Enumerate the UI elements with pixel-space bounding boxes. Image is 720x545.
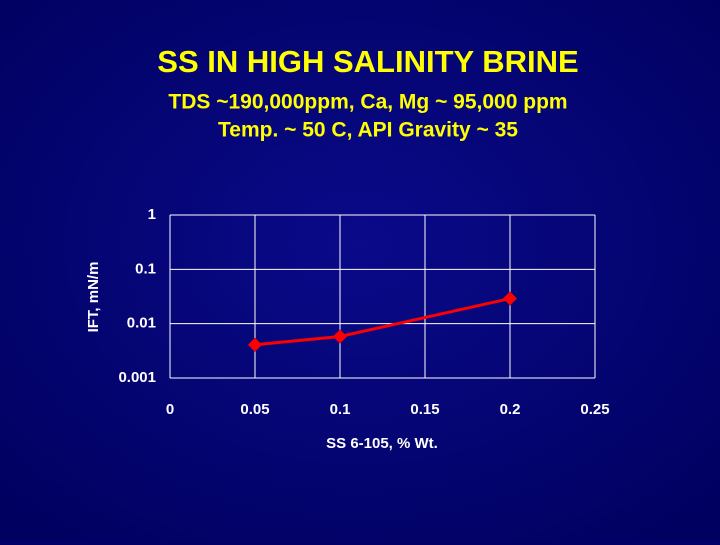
x-tick-label: 0.1	[330, 401, 351, 418]
y-tick-label: 0.01	[127, 315, 156, 332]
chart-title: SS IN HIGH SALINITY BRINE	[157, 44, 578, 79]
y-axis-label: IFT, mN/m	[85, 262, 102, 333]
data-point	[248, 337, 262, 352]
x-tick-label: 0.15	[410, 401, 439, 418]
x-tick-label: 0	[166, 401, 174, 418]
data-point	[333, 329, 347, 344]
y-tick-label: 0.001	[118, 369, 156, 386]
x-tick-label: 0.2	[500, 401, 521, 418]
x-tick-label: 0.25	[580, 401, 609, 418]
x-axis-label: SS 6-105, % Wt.	[326, 435, 438, 452]
y-tick-label: 0.1	[135, 260, 156, 277]
subtitle: TDS ~190,000ppm, Ca, Mg ~ 95,000 ppm	[168, 91, 567, 114]
data-point	[503, 291, 517, 306]
y-tick-label: 1	[148, 206, 156, 223]
x-tick-label: 0.05	[240, 401, 269, 418]
subtitle: Temp. ~ 50 C, API Gravity ~ 35	[218, 119, 518, 142]
